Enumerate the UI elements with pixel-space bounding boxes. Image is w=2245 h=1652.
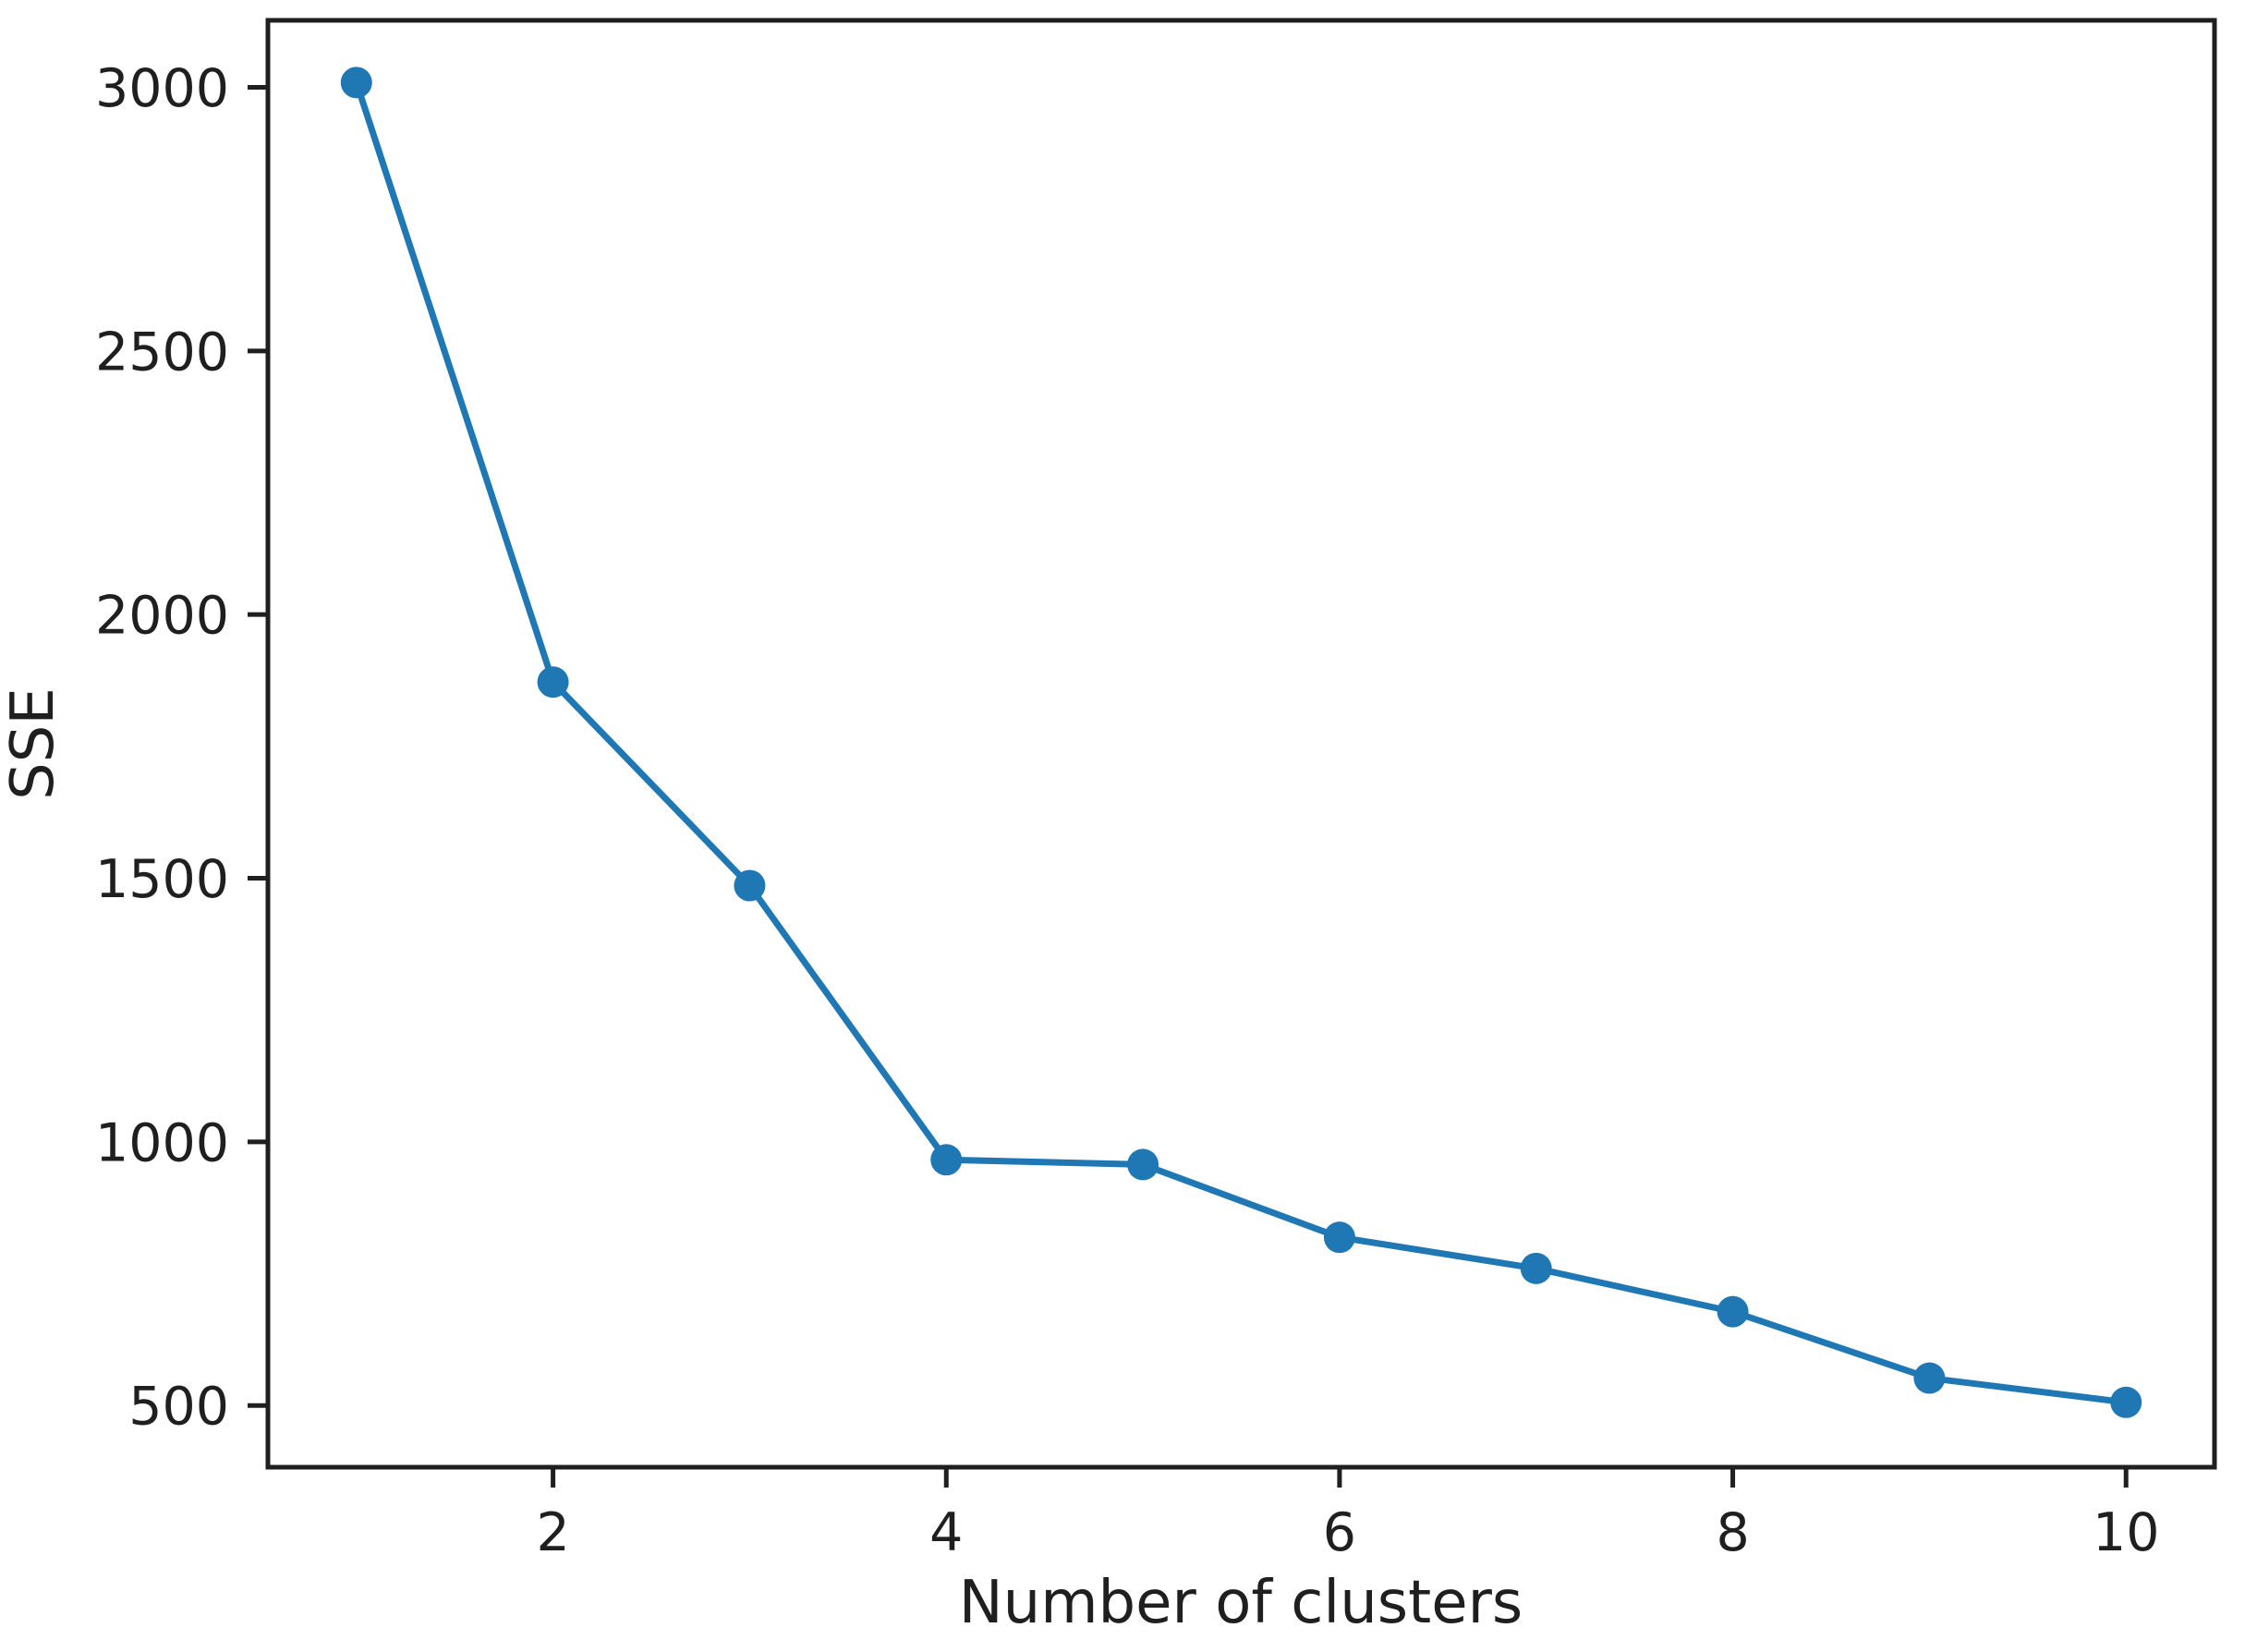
y-tick-label: 2500 — [95, 322, 229, 383]
y-tick-label: 3000 — [95, 58, 229, 119]
data-point — [930, 1144, 963, 1176]
data-point — [1520, 1252, 1552, 1284]
data-point — [1323, 1221, 1355, 1254]
data-point — [340, 67, 372, 99]
plot-border — [265, 18, 2217, 1470]
y-axis-ticks: 500 1000 1500 2000 2500 3000 — [95, 58, 268, 1438]
x-tick-label: 6 — [1323, 1502, 1356, 1563]
y-tick-label: 500 — [128, 1377, 229, 1438]
x-tick-label: 8 — [1716, 1502, 1749, 1563]
x-tick-label: 2 — [536, 1502, 569, 1563]
y-tick-label: 1000 — [95, 1112, 229, 1173]
x-axis-label: Number of clusters — [959, 1569, 1523, 1637]
x-axis-ticks: 2 4 6 8 10 — [536, 1467, 2159, 1563]
data-points — [340, 67, 2142, 1418]
data-point — [2110, 1386, 2142, 1418]
data-point — [1717, 1295, 1749, 1328]
data-point — [1127, 1148, 1159, 1181]
y-tick-label: 1500 — [95, 849, 229, 910]
sse-line — [353, 79, 2130, 1406]
data-point — [1913, 1362, 1946, 1394]
x-tick-label: 10 — [2093, 1502, 2160, 1563]
y-axis-label: SSE — [0, 687, 67, 800]
x-tick-label: 4 — [929, 1502, 963, 1563]
y-tick-label: 2000 — [95, 586, 229, 647]
data-point — [537, 666, 569, 698]
data-point — [734, 869, 766, 902]
